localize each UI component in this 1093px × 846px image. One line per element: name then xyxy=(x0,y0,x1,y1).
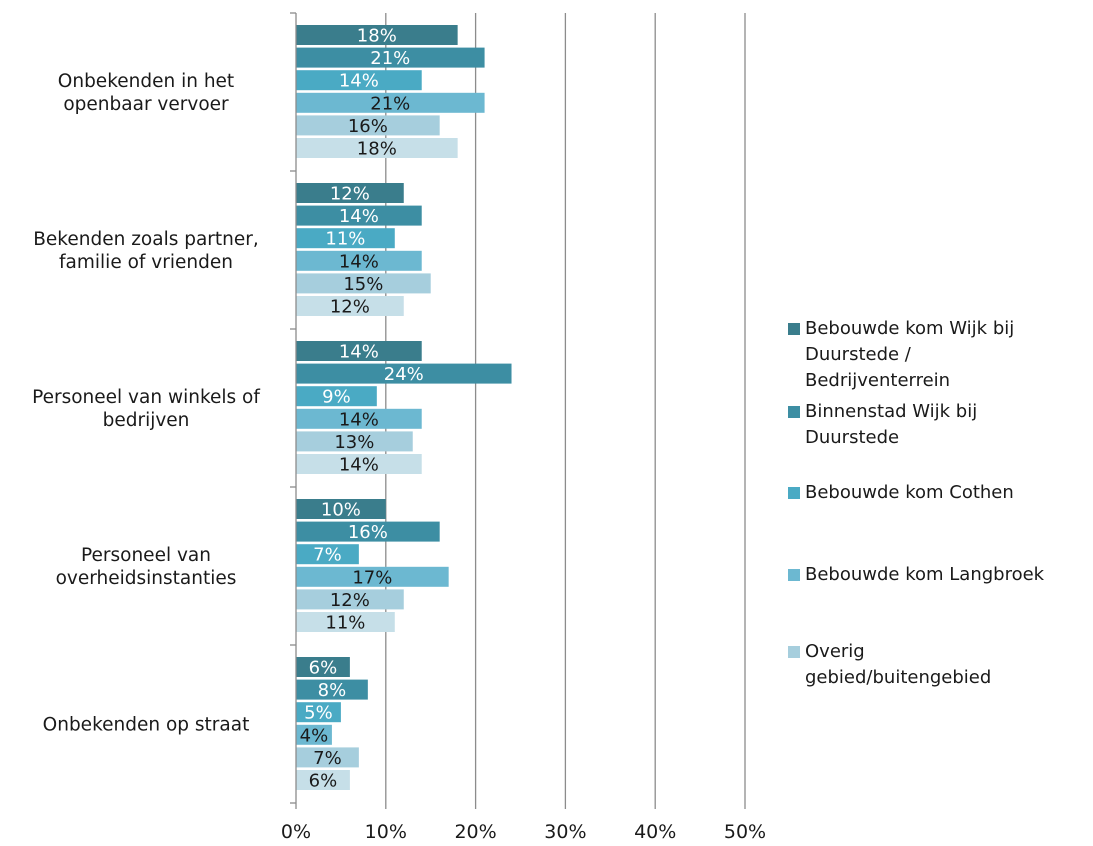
bar xyxy=(296,47,485,68)
legend-label-line: gebied/buitengebied xyxy=(805,667,992,688)
bar xyxy=(296,499,386,519)
bar xyxy=(296,228,395,249)
category-label: Onbekenden op straat xyxy=(43,715,250,736)
data-label: 18% xyxy=(357,139,397,160)
data-label: 11% xyxy=(325,229,365,250)
bar xyxy=(296,566,449,587)
data-label: 16% xyxy=(348,522,388,543)
category-label: Personeel van xyxy=(81,545,211,566)
data-label: 21% xyxy=(370,48,410,69)
bar xyxy=(296,724,332,745)
data-label: 17% xyxy=(352,567,392,588)
data-label: 14% xyxy=(339,71,379,92)
bar xyxy=(296,70,422,91)
legend-label: Bebouwde kom Cothen xyxy=(805,480,1085,506)
bar xyxy=(296,250,422,271)
bar xyxy=(296,408,422,429)
data-label: 12% xyxy=(330,590,370,611)
x-tick-label: 10% xyxy=(365,821,407,843)
data-label: 13% xyxy=(334,432,374,453)
bar xyxy=(296,183,404,203)
data-label: 14% xyxy=(339,206,379,227)
bar xyxy=(296,679,368,700)
bar xyxy=(296,273,431,294)
legend-swatch xyxy=(788,646,800,658)
legend-label-line: Bebouwde kom Cothen xyxy=(805,482,1014,503)
category-label: Onbekenden in het xyxy=(58,71,234,92)
x-tick-label: 30% xyxy=(544,821,586,843)
category-label: overheidsinstanties xyxy=(56,568,237,589)
data-label: 6% xyxy=(309,771,338,792)
gridlines xyxy=(385,13,746,803)
data-label: 7% xyxy=(313,748,342,769)
data-label: 8% xyxy=(318,680,347,701)
category-label: Personeel van winkels of xyxy=(32,387,260,408)
bar xyxy=(296,386,377,407)
bar xyxy=(296,544,359,565)
data-label: 5% xyxy=(304,703,333,724)
labels: 0% 10% 20% 30% 40% 50%18%21%14%21%16%18%Onbek… xyxy=(32,26,766,844)
data-label: 16% xyxy=(348,116,388,137)
x-tick-label: 40% xyxy=(634,821,676,843)
x-tick-label: 50% xyxy=(724,821,766,843)
category-label: bedrijven xyxy=(103,410,190,431)
legend-label: Binnenstad Wijk bij Duurstede xyxy=(805,399,1085,451)
legend-swatch xyxy=(788,406,800,418)
legend-swatch xyxy=(788,487,800,499)
legend-label-line: Binnenstad Wijk bij xyxy=(805,401,978,422)
bar xyxy=(296,205,422,226)
bar xyxy=(296,115,440,136)
bar xyxy=(296,747,359,768)
legend-label: Bebouwde kom Wijk bij Duurstede / Bedrijve… xyxy=(805,316,1085,394)
bar xyxy=(296,657,350,677)
category-label: openbaar vervoer xyxy=(63,94,229,115)
data-label: 14% xyxy=(339,251,379,272)
legend-label: Overig gebied/buitengebied xyxy=(805,639,1085,691)
bar xyxy=(296,612,395,632)
axes xyxy=(290,12,746,809)
data-label: 12% xyxy=(330,184,370,205)
bars xyxy=(296,25,512,790)
data-label: 6% xyxy=(309,658,338,679)
bar xyxy=(296,25,458,45)
data-label: 11% xyxy=(325,613,365,634)
bar xyxy=(296,363,512,384)
data-label: 18% xyxy=(357,26,397,47)
data-label: 10% xyxy=(321,500,361,521)
data-label: 7% xyxy=(313,545,342,566)
legend-label: Bebouwde kom Langbroek xyxy=(805,562,1085,588)
bar xyxy=(296,770,350,790)
category-label: Bekenden zoals partner, xyxy=(33,229,259,250)
legend-label-line: Bedrijventerrein xyxy=(805,370,951,391)
category-label: familie of vrienden xyxy=(59,252,233,273)
bar xyxy=(296,454,422,474)
x-tick-label: 20% xyxy=(454,821,496,843)
data-label: 9% xyxy=(322,387,351,408)
data-label: 21% xyxy=(370,93,410,114)
legend-label-line: Duurstede / xyxy=(805,344,911,365)
bar xyxy=(296,431,413,452)
legend-label-line: Bebouwde kom Langbroek xyxy=(805,564,1045,585)
legend-swatch xyxy=(788,323,800,335)
data-label: 14% xyxy=(339,342,379,363)
legend-swatch xyxy=(788,569,800,581)
bar xyxy=(296,341,422,361)
data-label: 14% xyxy=(339,455,379,476)
data-label: 15% xyxy=(343,274,383,295)
data-label: 4% xyxy=(300,725,329,746)
data-label: 24% xyxy=(384,364,424,385)
data-label: 14% xyxy=(339,409,379,430)
bar xyxy=(296,521,440,542)
legend-label-line: Bebouwde kom Wijk bij xyxy=(805,318,1015,339)
data-label: 12% xyxy=(330,297,370,318)
bar xyxy=(296,138,458,158)
x-tick-label: 0% xyxy=(281,821,311,843)
bar xyxy=(296,296,404,316)
bar xyxy=(296,702,341,723)
bar xyxy=(296,589,404,610)
bar xyxy=(296,92,485,113)
legend-label-line: Duurstede xyxy=(805,427,900,448)
legend-label-line: Overig xyxy=(805,641,865,662)
